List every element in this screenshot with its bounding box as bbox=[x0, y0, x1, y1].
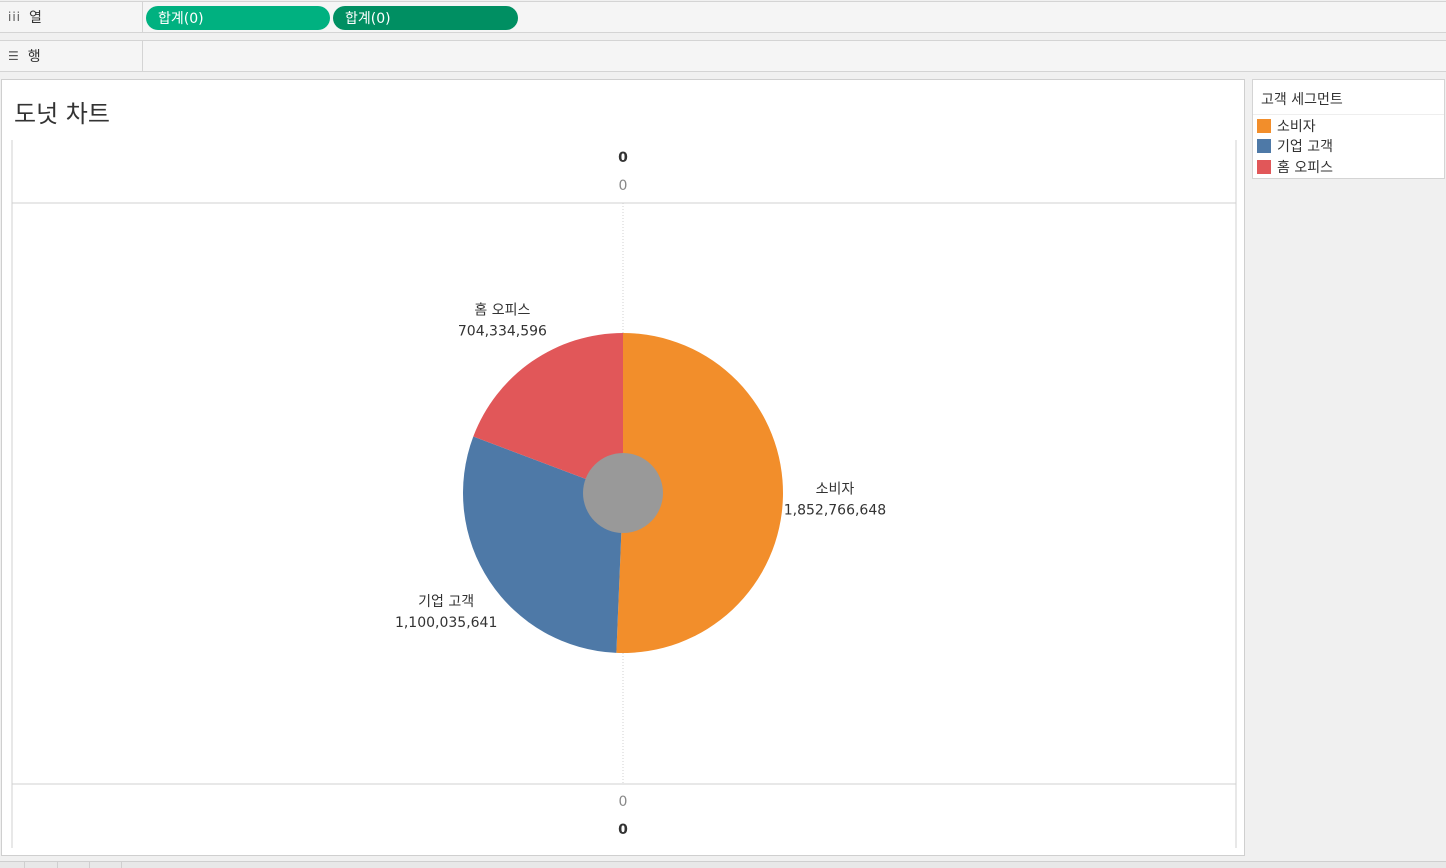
legend: 고객 세그먼트 소비자 기업 고객 홈 오피스 bbox=[1252, 79, 1445, 179]
legend-item-label: 홈 오피스 bbox=[1277, 160, 1333, 176]
chart-view: 도넛 차트 0 0 0 0 소비자 1,852,766,648 기업 고객 1,100… bbox=[1, 79, 1245, 856]
rows-icon: ☰ bbox=[8, 49, 20, 63]
bottom-axis-tick: 0 bbox=[619, 794, 628, 810]
top-axis-title: 0 bbox=[618, 150, 628, 166]
rows-shelf: ☰ 행 bbox=[0, 40, 1446, 72]
rows-label: 행 bbox=[27, 49, 41, 65]
donut-hole[interactable] bbox=[583, 453, 663, 533]
slice-consumer[interactable] bbox=[616, 333, 784, 653]
slice-home-office[interactable] bbox=[473, 333, 623, 493]
legend-item-label: 기업 고객 bbox=[1277, 139, 1333, 155]
legend-divider bbox=[1253, 114, 1444, 115]
bottom-axis-title: 0 bbox=[618, 822, 628, 838]
tab-divider bbox=[89, 862, 90, 868]
tab-divider bbox=[121, 862, 122, 868]
label-corporate-name: 기업 고객 bbox=[418, 594, 474, 610]
donut-chart: 0 0 0 0 소비자 1,852,766,648 기업 고객 1,100,035,6… bbox=[11, 140, 1237, 848]
label-corporate-value: 1,100,035,641 bbox=[395, 615, 497, 631]
slice-corporate[interactable] bbox=[463, 436, 623, 653]
legend-swatch bbox=[1257, 160, 1271, 174]
label-home-office-value: 704,334,596 bbox=[458, 324, 547, 340]
columns-shelf: iii 열 합계(0) 합계(0) bbox=[0, 1, 1446, 33]
columns-label: 열 bbox=[29, 10, 42, 26]
columns-icon: iii bbox=[8, 10, 22, 24]
label-home-office-name: 홈 오피스 bbox=[474, 303, 530, 319]
column-pill-1[interactable]: 합계(0) bbox=[146, 6, 330, 30]
legend-item-label: 소비자 bbox=[1277, 119, 1316, 135]
legend-title[interactable]: 고객 세그먼트 bbox=[1261, 92, 1343, 108]
columns-shelf-label: iii 열 bbox=[0, 2, 143, 32]
label-consumer-value: 1,852,766,648 bbox=[784, 502, 886, 518]
rows-shelf-label: ☰ 행 bbox=[0, 41, 143, 71]
legend-item-corporate[interactable]: 기업 고객 bbox=[1257, 136, 1333, 156]
column-pill-2[interactable]: 합계(0) bbox=[333, 6, 518, 30]
tab-divider bbox=[57, 862, 58, 868]
legend-swatch bbox=[1257, 119, 1271, 133]
sheet-title: 도넛 차트 bbox=[14, 100, 110, 128]
legend-item-home-office[interactable]: 홈 오피스 bbox=[1257, 157, 1333, 177]
top-axis-tick: 0 bbox=[619, 178, 628, 194]
legend-swatch bbox=[1257, 139, 1271, 153]
tab-divider bbox=[24, 862, 25, 868]
label-consumer-name: 소비자 bbox=[816, 481, 855, 497]
sheet-tab-bar bbox=[0, 861, 1446, 868]
legend-item-consumer[interactable]: 소비자 bbox=[1257, 116, 1316, 136]
